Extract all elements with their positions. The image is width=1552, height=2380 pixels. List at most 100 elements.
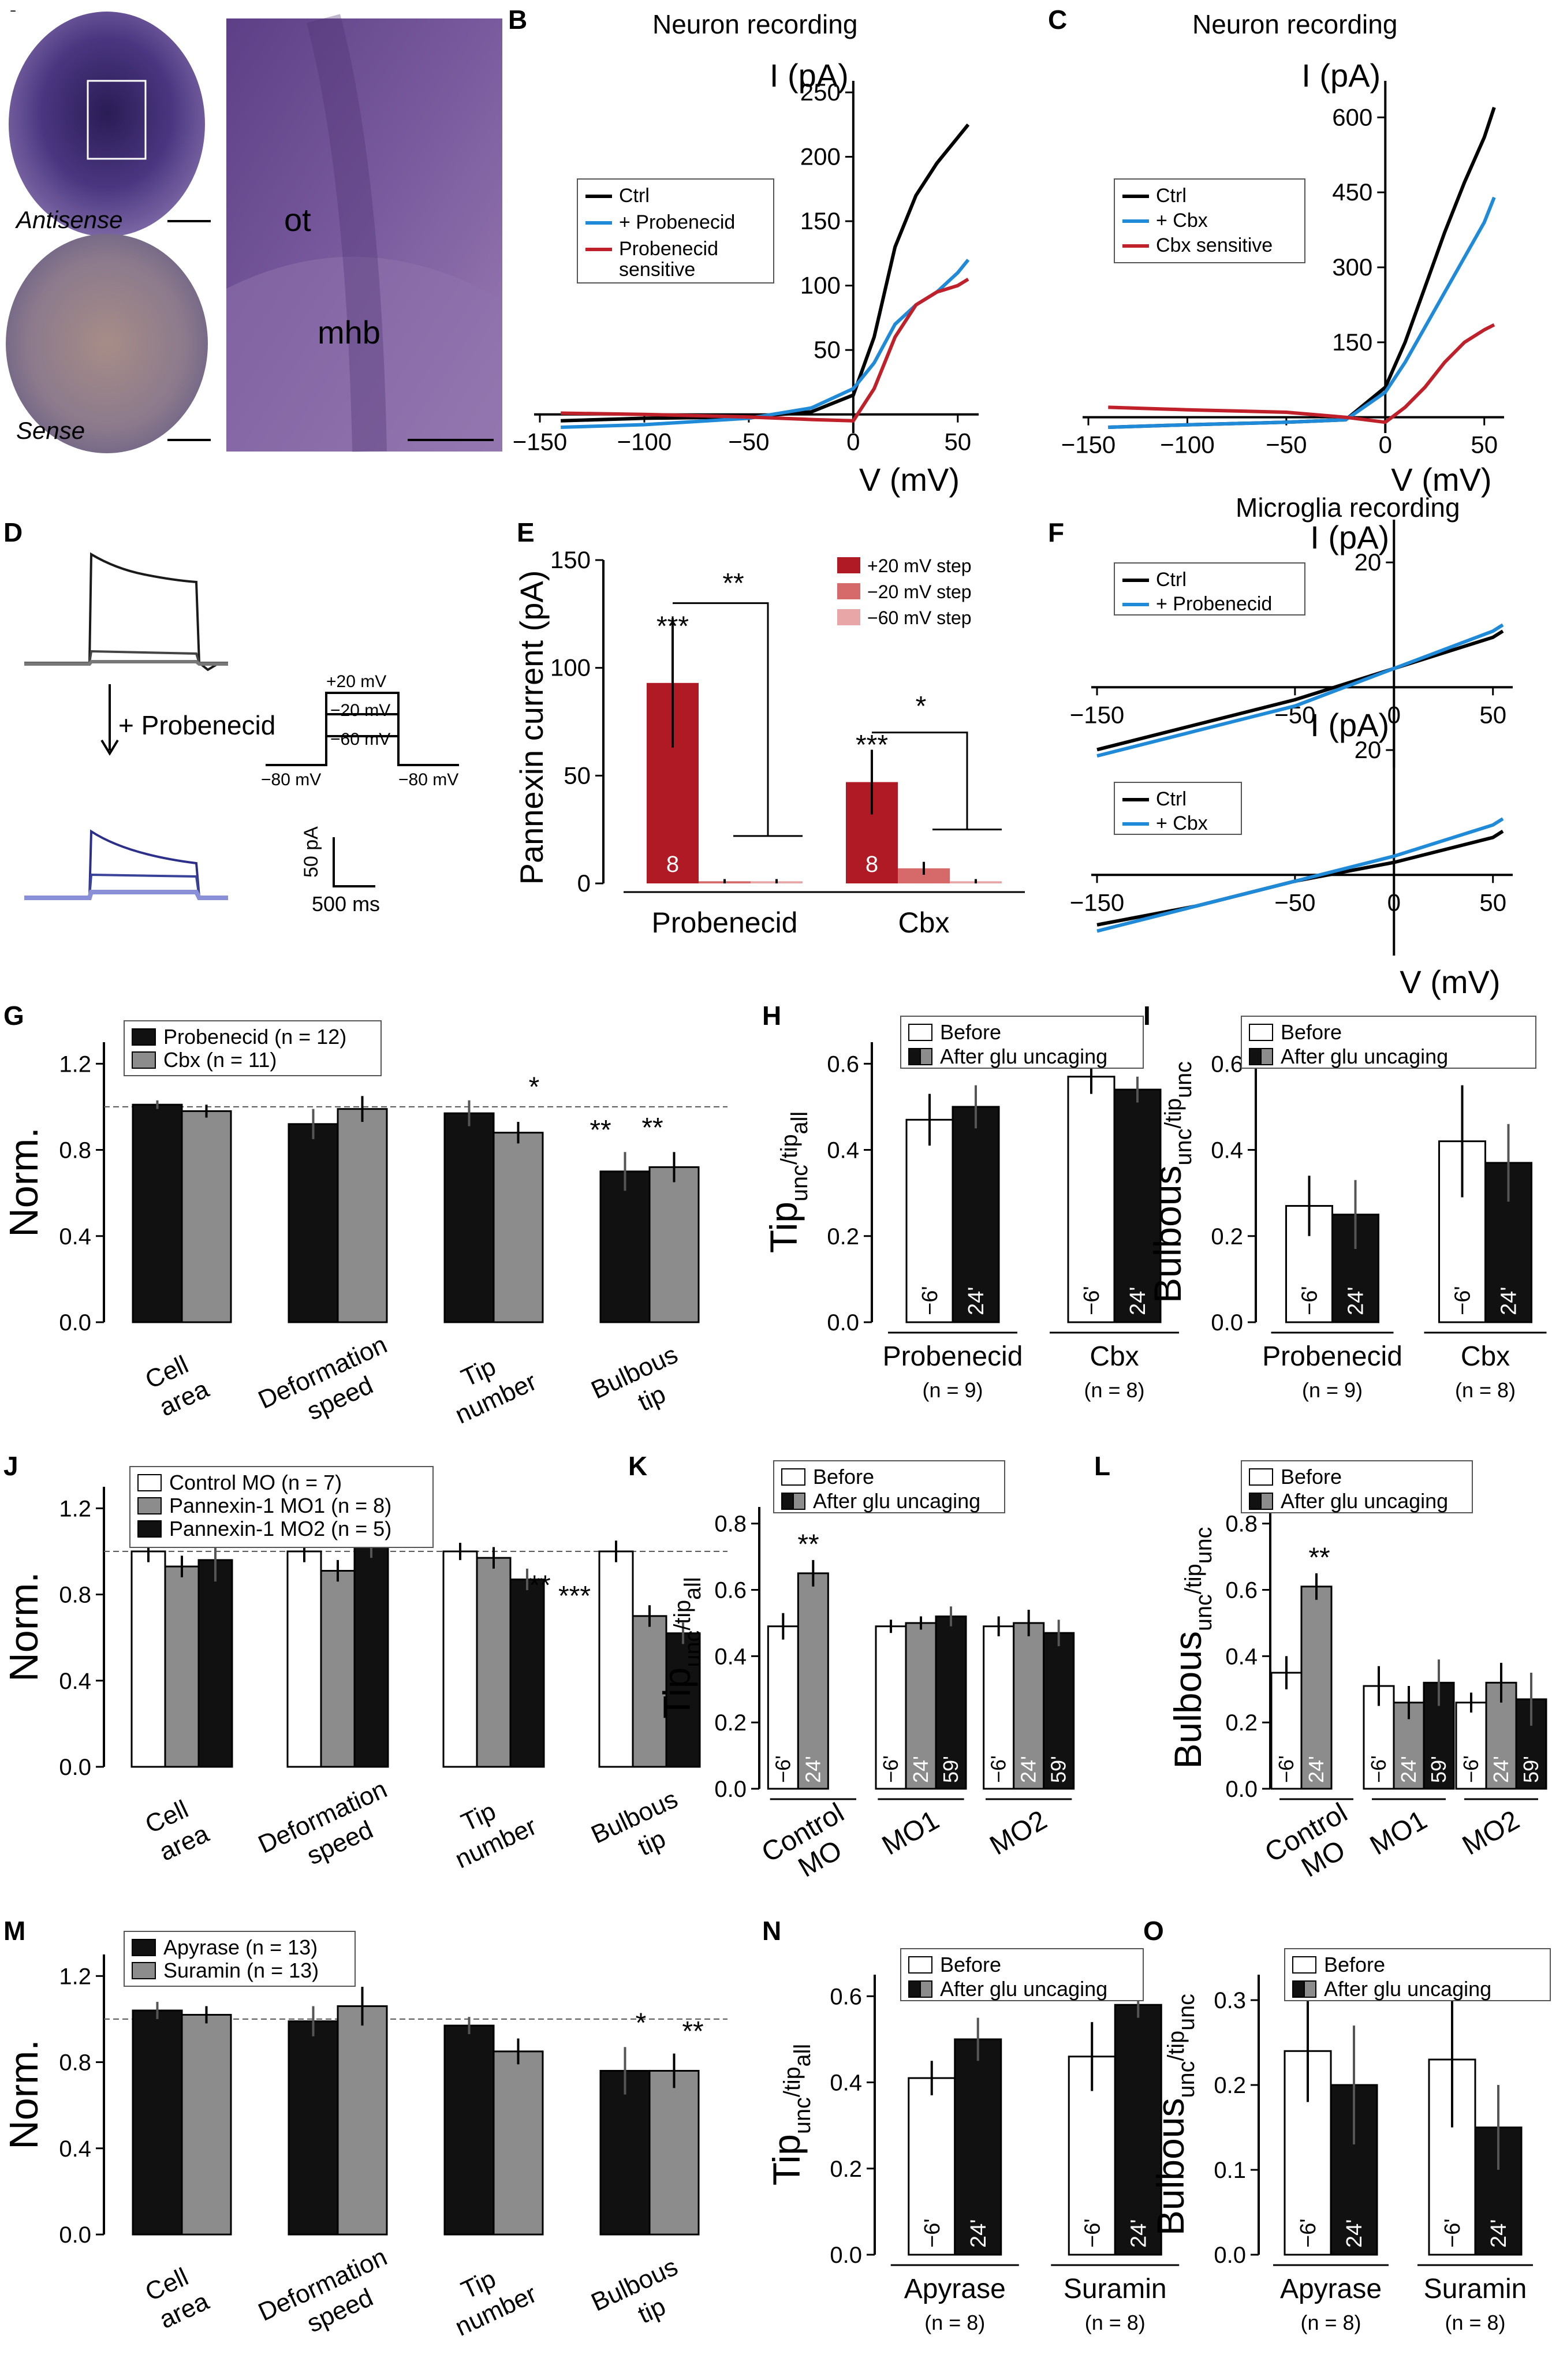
chart-C: C Neuron recording −150 −100 −50 0 50 150 300 450… xyxy=(1048,5,1504,498)
legend-swatch xyxy=(908,1048,921,1065)
panel-letter-M: M xyxy=(3,1916,25,1946)
significance-bracket xyxy=(673,602,803,837)
annotation: ** xyxy=(590,1115,611,1146)
bar-label: −6' xyxy=(987,1755,1010,1783)
series-line xyxy=(1096,623,1504,758)
legend-swatch xyxy=(1249,1493,1262,1510)
annotation: *** xyxy=(656,611,689,642)
series-line xyxy=(561,277,969,423)
chart-F2: −150 −50 0 50 20I (pA) V (mV) Ctrl+ Cbx xyxy=(1070,707,1513,1000)
legend-label: Before xyxy=(1281,1020,1342,1044)
bar-label: 59' xyxy=(1427,1756,1450,1783)
bar-label: 24' xyxy=(1126,2219,1151,2248)
panel-letter-O: O xyxy=(1143,1916,1164,1946)
bar xyxy=(1043,1632,1075,1790)
y-axis-label: Bulbousunc/tipunc xyxy=(1146,1061,1196,1303)
legend-label: Suramin (n = 13) xyxy=(163,1959,319,1982)
y-axis-label: Tipunc/tipall xyxy=(762,1111,812,1253)
bar xyxy=(337,1108,388,1323)
bar xyxy=(197,1559,233,1768)
zoom-box xyxy=(87,80,147,160)
bar xyxy=(288,1123,339,1323)
legend-label: + Probenecid xyxy=(619,211,735,233)
protocol-label-m80-right: −80 mV xyxy=(398,770,458,789)
bar xyxy=(493,2050,544,2236)
legend-swatch xyxy=(132,1962,156,1979)
category-note: (n = 9) xyxy=(922,1378,983,1402)
y-axis-label: Tipunc/tipall xyxy=(655,1577,706,1718)
legend-label: After glu uncaging xyxy=(1281,1489,1448,1513)
legend-label: After glu uncaging xyxy=(1324,1977,1491,2001)
bar xyxy=(954,2038,1002,2256)
bar-label: −6' xyxy=(918,1286,942,1315)
category-note: (n = 8) xyxy=(924,2311,985,2334)
bar-label: −6' xyxy=(1274,1755,1298,1783)
y-tick-label: 0.4 xyxy=(1211,1138,1243,1163)
bar xyxy=(493,1132,544,1323)
bar xyxy=(509,1578,545,1768)
panel-A: A Antisense Sense ot mhb xyxy=(3,5,502,453)
drug-trace-m60mV xyxy=(24,890,228,900)
legend-swatch xyxy=(793,1493,805,1510)
zoom-image-texture xyxy=(226,256,502,452)
legend-label: After glu uncaging xyxy=(813,1489,980,1513)
y-axis-label: Bulbousunc/tipunc xyxy=(1166,1527,1217,1769)
legend-swatch xyxy=(920,1980,932,1998)
ctrl-trace-m60mV xyxy=(24,660,228,666)
y-tick-label: 50 xyxy=(564,762,591,789)
legend-label: Control MO (n = 7) xyxy=(169,1471,342,1494)
legend-label: sensitive xyxy=(619,259,695,281)
legend-label: + Probenecid xyxy=(1156,593,1272,615)
bar xyxy=(767,1625,799,1790)
bar xyxy=(1270,1672,1303,1790)
bar-label: −6' xyxy=(1459,1755,1483,1783)
bar-label: 24' xyxy=(1017,1756,1040,1783)
chart-title: Microglia recording xyxy=(1236,493,1460,523)
y-axis-label: Pannexin current (pA) xyxy=(513,570,550,885)
x-tick-label: −50 xyxy=(1266,431,1307,458)
panel-letter-I: I xyxy=(1143,1001,1151,1031)
y-tick-label: 0.0 xyxy=(1214,2243,1246,2268)
series-line xyxy=(1108,196,1496,429)
legend-box xyxy=(124,1931,356,1987)
annotation: *** xyxy=(856,730,888,760)
y-tick-label: 0.2 xyxy=(830,2157,862,2182)
y-tick-label: 0.0 xyxy=(59,1310,91,1336)
annotation: * xyxy=(636,2008,647,2038)
legend-swatch xyxy=(781,1468,805,1486)
legend-box xyxy=(129,1466,434,1548)
y-tick-label: 0.4 xyxy=(59,2136,91,2162)
bar xyxy=(130,1550,166,1768)
y-axis-label: I (pA) xyxy=(1310,519,1389,555)
bar-label: 24' xyxy=(1397,1756,1420,1783)
category-label: Suramin xyxy=(1064,2274,1167,2304)
y-tick-label: 0.4 xyxy=(827,1138,859,1163)
legend-swatch xyxy=(837,557,860,573)
y-tick-label: 0 xyxy=(577,870,591,897)
category-label: Apyrase xyxy=(1280,2274,1382,2304)
bar xyxy=(442,1550,478,1768)
legend-label: Before xyxy=(940,1020,1001,1044)
category-label: MO2 xyxy=(985,1805,1053,1862)
legend-label: −20 mV step xyxy=(867,581,972,602)
bar-label: 24' xyxy=(1487,2219,1511,2248)
bar-label: 24' xyxy=(1126,1286,1150,1315)
y-tick-label: 20 xyxy=(1355,736,1382,763)
x-tick-label: 0 xyxy=(1379,431,1392,458)
y-tick-label: 0.2 xyxy=(714,1710,747,1736)
legend-label: After glu uncaging xyxy=(1281,1044,1448,1068)
annotation: * xyxy=(529,1072,540,1102)
y-tick-label: 150 xyxy=(800,207,841,234)
category-label: MO1 xyxy=(877,1805,945,1862)
y-tick-label: 0.2 xyxy=(1214,2073,1246,2098)
bar xyxy=(164,1565,200,1768)
category-note: (n = 9) xyxy=(1302,1378,1363,1402)
bar xyxy=(320,1570,356,1768)
y-tick-label: 250 xyxy=(800,79,841,106)
legend-label: Pannexin-1 MO2 (n = 5) xyxy=(169,1517,391,1540)
bar-label: −6' xyxy=(1367,1755,1390,1783)
y-tick-label: 1.2 xyxy=(59,1964,91,1989)
